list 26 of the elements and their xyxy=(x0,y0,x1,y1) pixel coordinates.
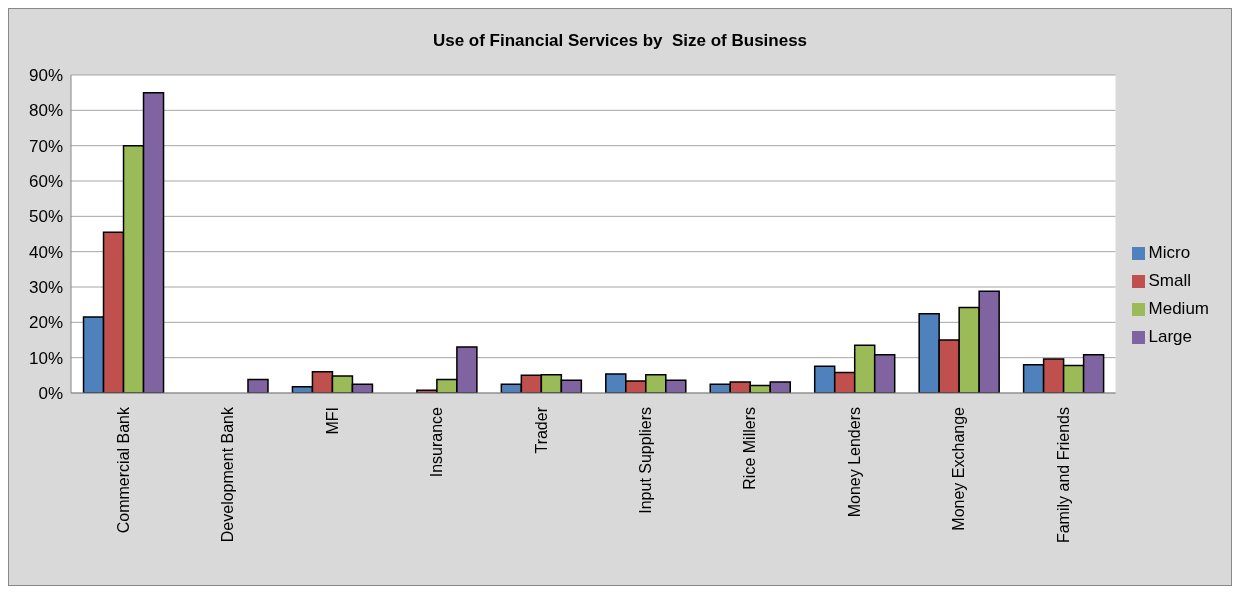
y-tick-label: 10% xyxy=(28,348,63,368)
chart-title: Use of Financial Services by Size of Business xyxy=(431,30,809,52)
y-tick-label: 40% xyxy=(28,242,63,262)
legend-label: Medium xyxy=(1148,299,1209,318)
x-tick-label: Trader xyxy=(532,406,550,454)
legend-label: Large xyxy=(1148,327,1193,346)
y-tick-label: 60% xyxy=(28,172,63,192)
y-tick-label: 50% xyxy=(28,207,63,227)
x-tick-label: Rice Millers xyxy=(741,407,759,490)
x-tick-label: Family and Friends xyxy=(1054,407,1072,544)
y-tick-label: 80% xyxy=(28,101,63,121)
x-tick-label: Insurance xyxy=(428,406,446,478)
x-tick-label: Money Lenders xyxy=(845,407,863,518)
x-tick-label: Commercial Bank xyxy=(114,406,132,534)
x-tick-label: Input Suppliers xyxy=(636,407,654,514)
y-tick-label: 20% xyxy=(28,313,63,333)
y-tick-label: 90% xyxy=(28,66,63,86)
legend-label: Micro xyxy=(1148,243,1191,262)
y-tick-label: 0% xyxy=(38,384,63,404)
x-tick-label: Money Exchange xyxy=(950,406,968,531)
bar xyxy=(247,378,269,393)
x-tick-label: Development Bank xyxy=(219,406,237,543)
legend-label: Small xyxy=(1148,271,1192,290)
x-tick-label: MFI xyxy=(323,407,341,435)
y-tick-label: 30% xyxy=(28,278,63,298)
y-tick-label: 70% xyxy=(28,136,63,156)
